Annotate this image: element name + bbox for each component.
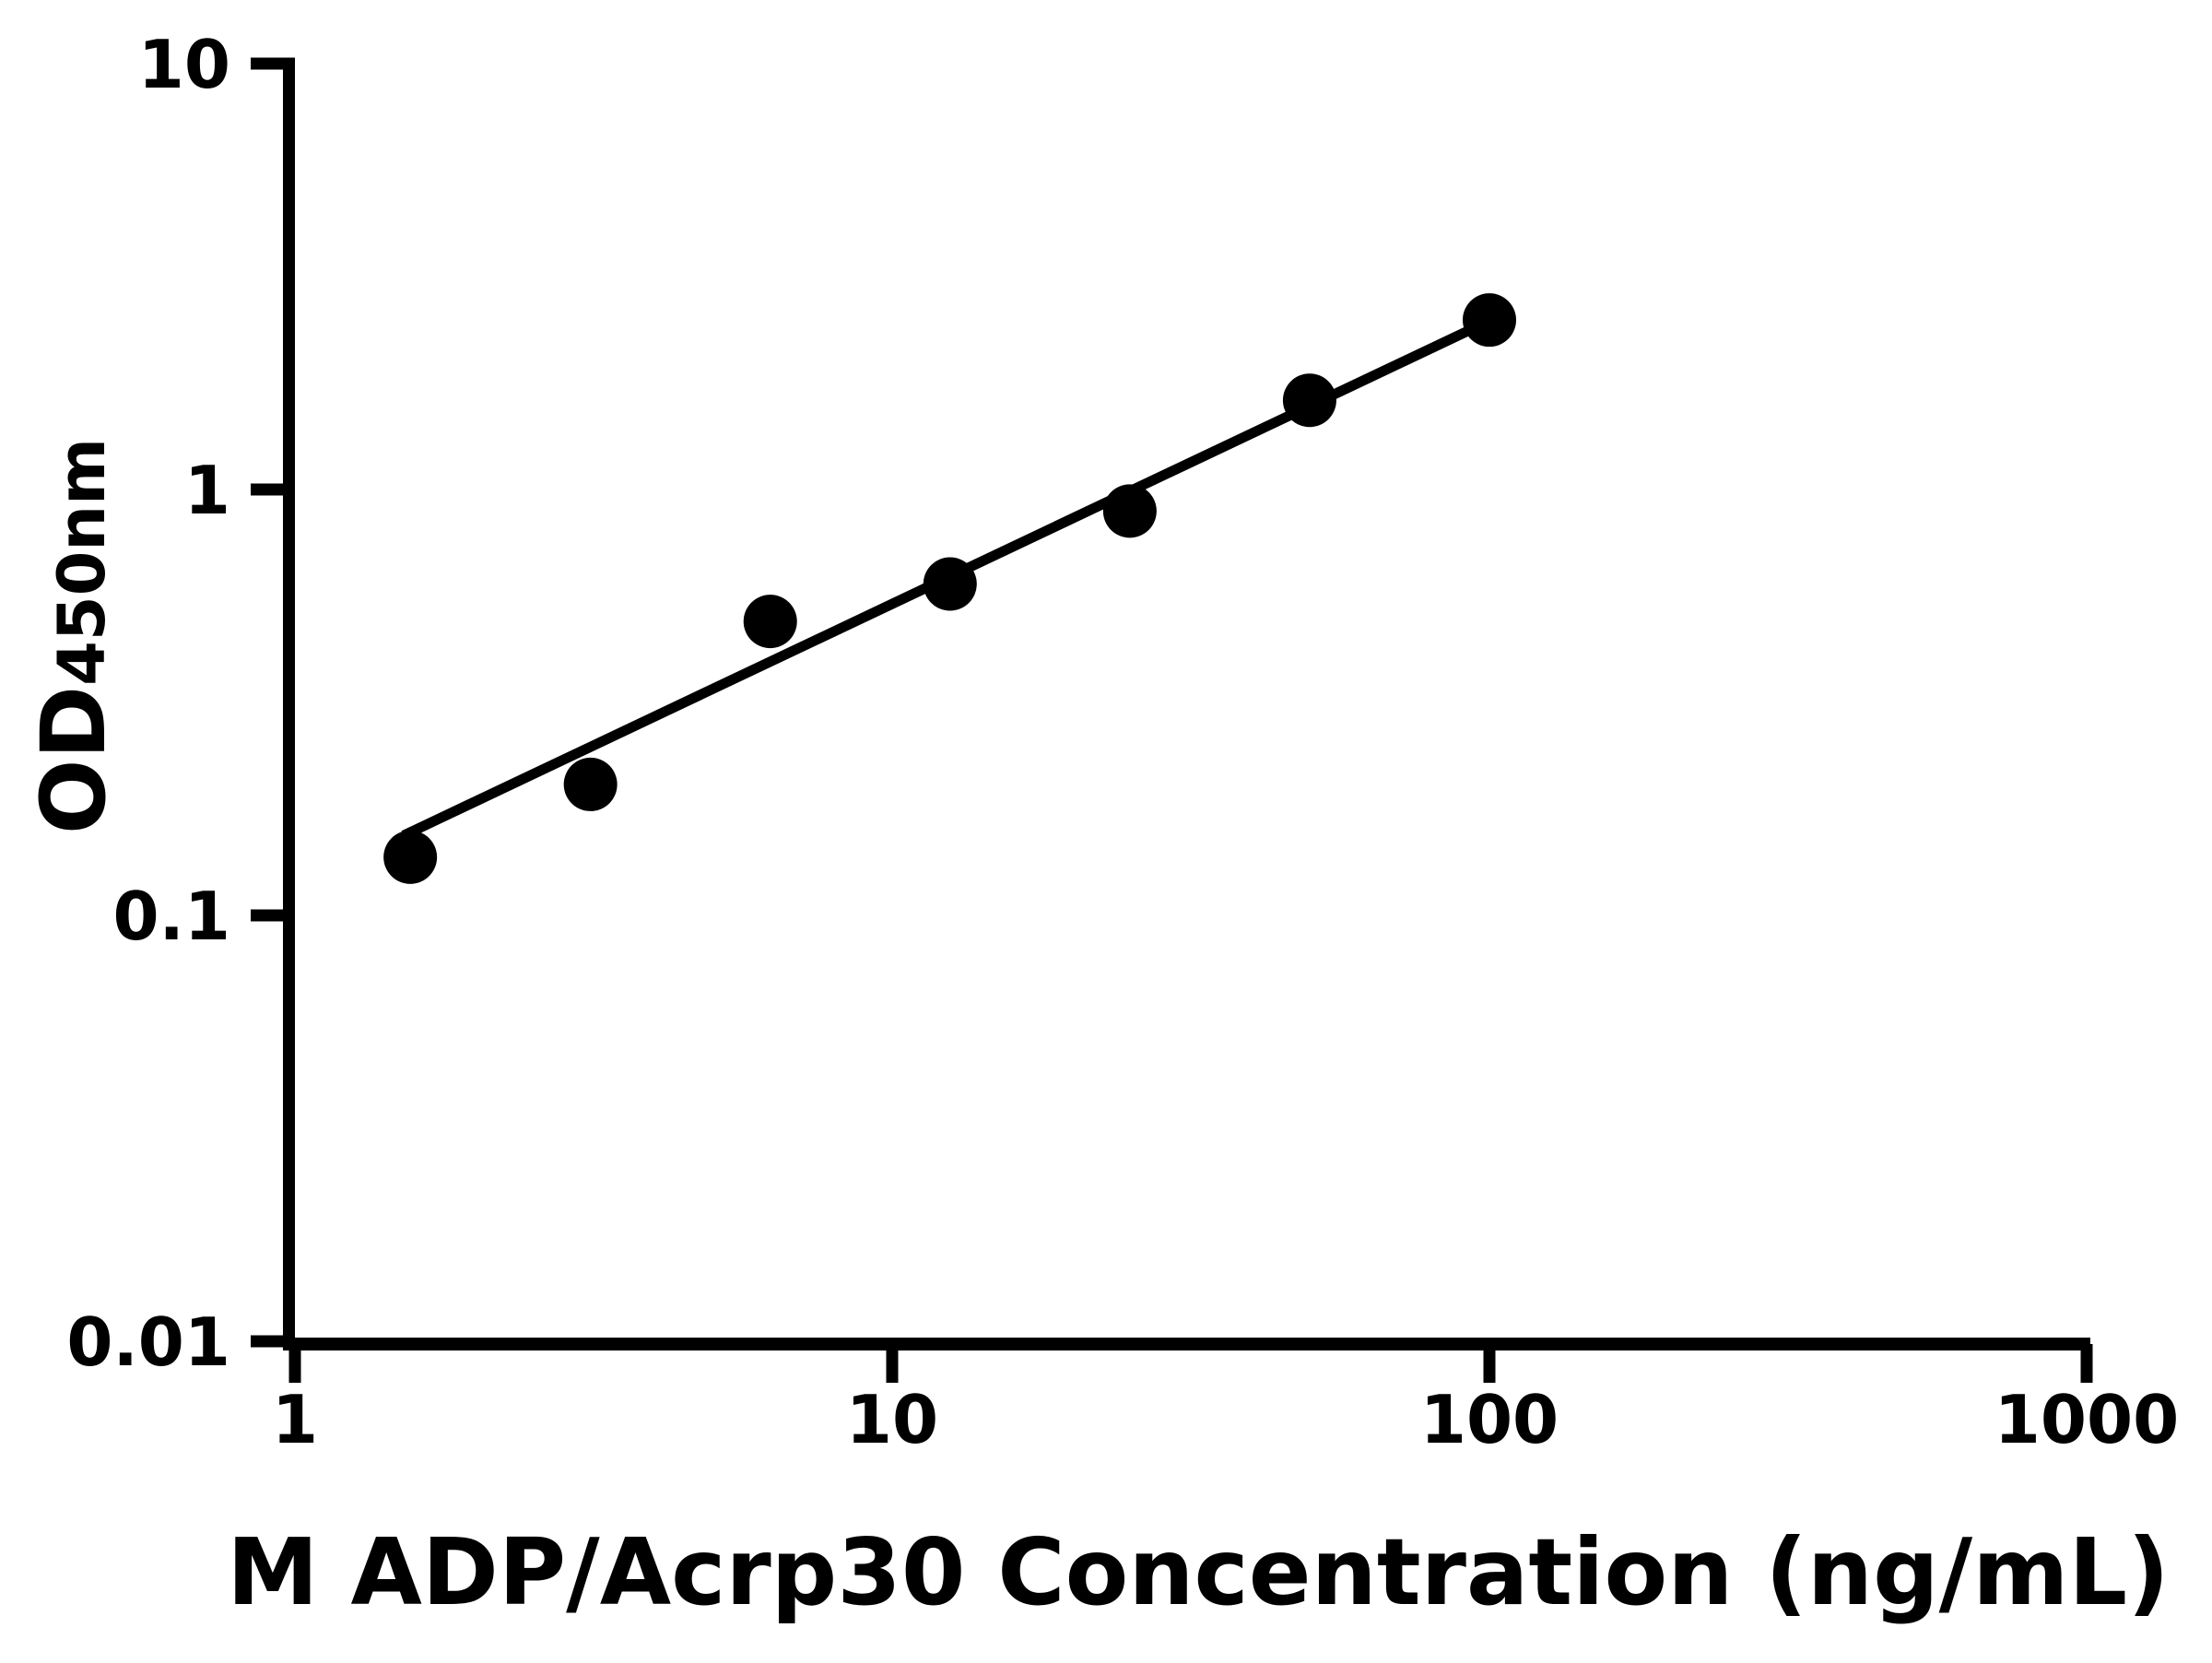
data-point	[743, 595, 797, 649]
plot-content: 1 10 100 1000 10 1 0.1 0.01	[66, 26, 2179, 1458]
y-tick-label: 10	[138, 26, 230, 103]
x-axis-title: M ADP/Acrp30 Concentration (ng/mL)	[227, 1518, 2170, 1626]
data-point	[1102, 484, 1157, 538]
y-tick-label: 0.1	[112, 878, 230, 955]
x-tick-label: 100	[1420, 1381, 1559, 1458]
x-tick-label: 1	[272, 1381, 318, 1458]
y-tick-label: 0.01	[66, 1303, 230, 1381]
data-point	[1463, 293, 1516, 348]
x-tick-label: 1000	[1994, 1381, 2179, 1458]
y-axis-title: OD450nm	[22, 438, 125, 834]
data-point	[923, 557, 977, 611]
data-point	[383, 830, 438, 884]
x-tick-label: 10	[846, 1381, 938, 1458]
data-point	[1282, 373, 1336, 428]
y-axis-title-subscript: 450nm	[44, 438, 120, 686]
data-point	[563, 757, 618, 811]
y-axis-title-main: OD	[22, 686, 125, 834]
y-tick-label: 1	[184, 452, 230, 529]
